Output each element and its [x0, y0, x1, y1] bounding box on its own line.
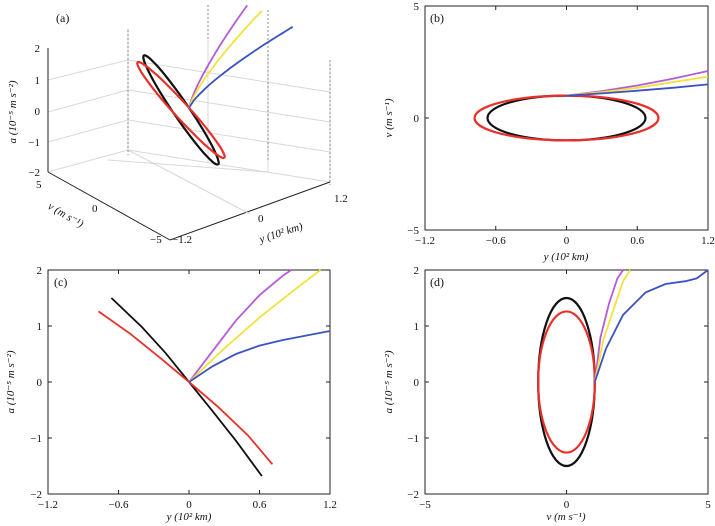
c-xtick-label: −0.6	[109, 499, 129, 511]
a-ylabel: v (m s⁻¹)	[46, 200, 86, 230]
c-curves	[97, 269, 331, 477]
c-panel-label: (c)	[54, 275, 67, 289]
b-red-ellipse	[473, 94, 660, 142]
a-purple-line	[188, 4, 248, 109]
c-xlabel: y (10² km)	[166, 511, 212, 523]
d-ytick-label: −2	[407, 489, 419, 501]
c-xtick-label: −1.2	[38, 499, 58, 511]
c-purple-line	[188, 269, 292, 383]
a-black-orbit	[142, 54, 220, 166]
d-ytick-label: −1	[407, 433, 419, 445]
a-ztick-4: −2	[28, 167, 40, 179]
b-xtick-label: 0.6	[630, 235, 644, 247]
d-yellow-line	[593, 269, 631, 383]
c-blue-line	[188, 330, 331, 383]
c-ylabel: a (10⁻⁵ m s⁻²)	[5, 350, 17, 413]
b-black-ellipse	[486, 94, 647, 142]
panel-a: 2 1 0 −1 −2 5 0 −5 −1.2 0 1.2 a (10⁻⁵ m …	[7, 4, 348, 246]
b-ytick-label: 5	[414, 1, 420, 13]
a-ztick-3: −1	[28, 137, 40, 149]
b-curves	[473, 70, 709, 142]
b-xtick-label: −0.6	[486, 235, 506, 247]
d-blue-line	[593, 269, 709, 383]
wall-left	[47, 28, 129, 173]
a-ytick-1: 0	[92, 203, 98, 215]
c-xtick-label: 0	[186, 499, 192, 511]
c-xtick-label: 0.6	[253, 499, 267, 511]
d-ytick-label: 1	[414, 321, 420, 333]
d-xtick-label: −5	[419, 499, 431, 511]
d-xtick-label: 5	[705, 499, 711, 511]
d-red-ellipse	[537, 310, 596, 454]
a-xtick-1: 0	[258, 213, 264, 225]
panel-c: −1.2 −0.6 0 0.6 1.2 −2 −1 0 1 2 y (10² km) a (10⁻…	[5, 265, 337, 523]
d-purple-line	[593, 269, 624, 383]
c-red-line	[97, 310, 274, 465]
d-black-ellipse	[537, 296, 596, 468]
a-ztick-0: 2	[35, 43, 41, 55]
b-xtick-label: 1.2	[701, 235, 715, 247]
a-yellow-line	[188, 10, 263, 109]
b-xlabel: y (10² km)	[543, 251, 589, 263]
b-frame	[424, 5, 709, 231]
panel-d: −5 0 5 −2 −1 0 1 2 v (m s⁻¹) a (10⁻⁵ m s⁻²) (d)	[383, 265, 711, 523]
d-xlabel: v (m s⁻¹)	[546, 511, 585, 523]
a-zlabel: a (10⁻⁵ m s⁻²)	[7, 80, 19, 143]
a-xtick-0: −1.2	[172, 234, 192, 246]
a-blue-line	[188, 26, 294, 109]
b-blue-line	[566, 83, 709, 97]
d-ylabel: a (10⁻⁵ m s⁻²)	[383, 350, 395, 413]
d-panel-label: (d)	[430, 275, 444, 289]
a-xtick-2: 1.2	[334, 193, 348, 205]
c-black-line	[110, 297, 263, 477]
c-yellow-line	[188, 269, 322, 383]
b-purple-line	[566, 70, 709, 97]
a-ztick-1: 1	[35, 75, 41, 87]
c-xtick-label: 1.2	[323, 499, 337, 511]
d-frame	[424, 269, 709, 495]
c-ytick-label: 1	[37, 321, 43, 333]
c-ytick-label: −1	[30, 433, 42, 445]
a-ytick-2: −5	[150, 234, 162, 246]
a-ytick-0: 5	[36, 179, 42, 191]
d-curves	[537, 269, 709, 468]
floor-edges	[47, 171, 331, 241]
c-ytick-label: 0	[37, 377, 43, 389]
a-xlabel: y (10² km)	[257, 220, 305, 246]
b-xtick-label: −1.2	[415, 235, 435, 247]
d-ytick-label: 2	[414, 265, 420, 277]
b-ylabel: v (m s⁻¹)	[383, 98, 395, 137]
b-xtick-label: 0	[564, 235, 570, 247]
panel-b: −1.2 −0.6 0 0.6 1.2 −5 0 5 y (10² km) v (m s⁻¹)…	[383, 1, 715, 263]
a-ztick-2: 0	[35, 106, 41, 118]
d-xtick-label: 0	[564, 499, 570, 511]
a-panel-label: (a)	[56, 11, 69, 25]
c-ytick-label: 2	[37, 265, 43, 277]
a-curves	[136, 4, 294, 166]
d-ytick-label: 0	[414, 377, 420, 389]
b-ytick-label: −5	[407, 225, 419, 237]
b-panel-label: (b)	[430, 11, 444, 25]
b-ytick-label: 0	[414, 113, 420, 125]
a-red-orbit	[136, 60, 226, 160]
c-ytick-label: −2	[30, 489, 42, 501]
